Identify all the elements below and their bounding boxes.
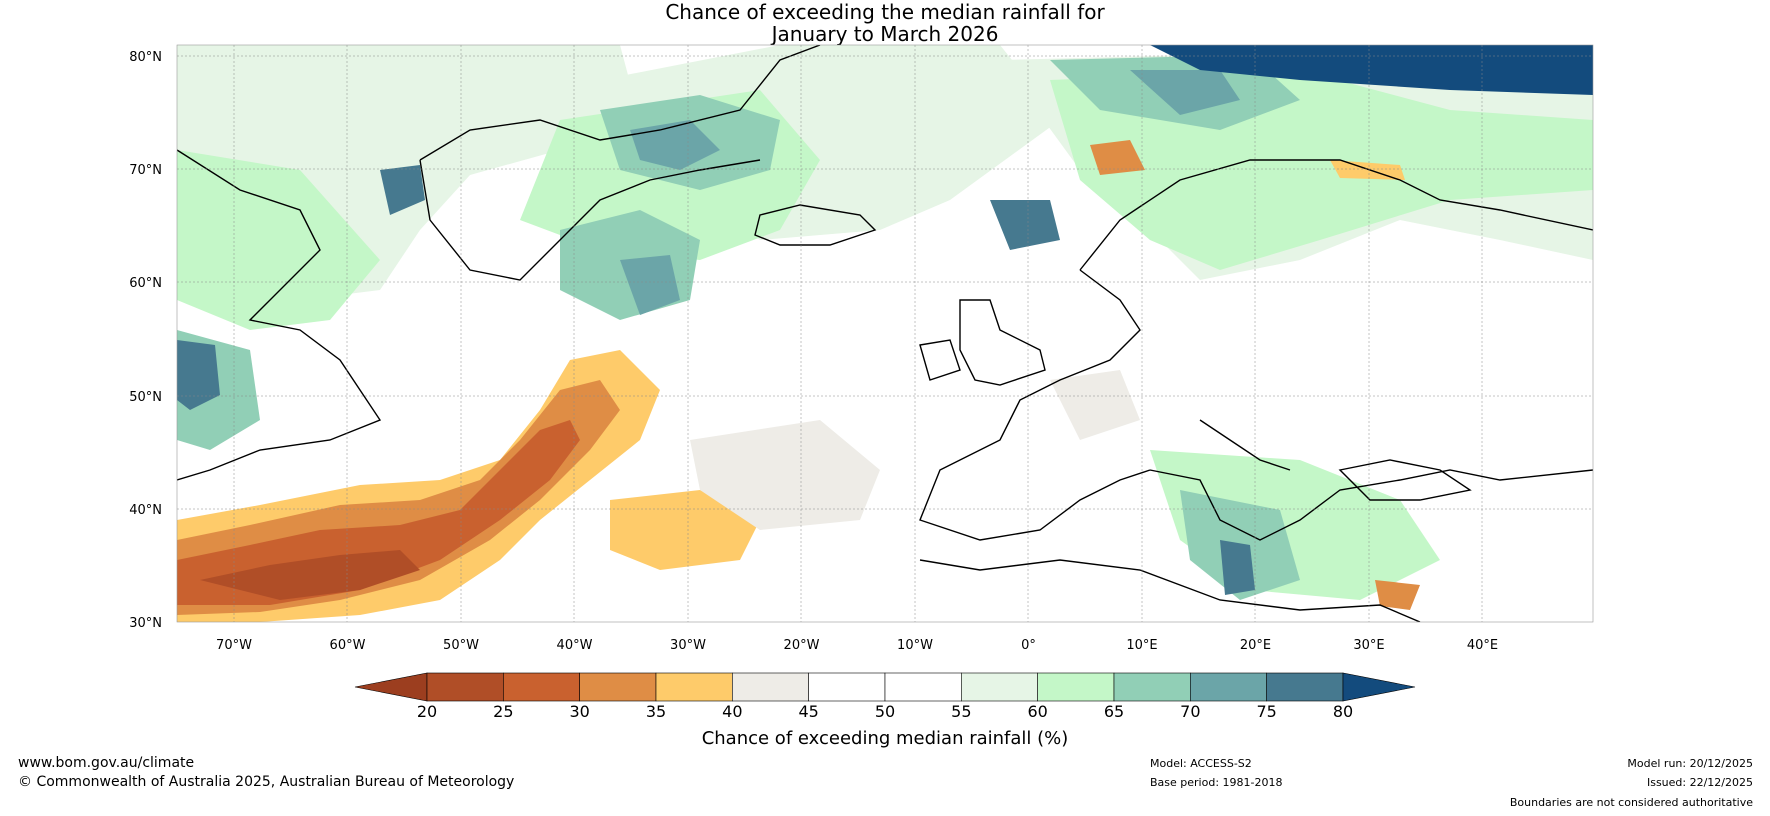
map-title-line2: January to March 2026: [771, 22, 999, 46]
lon-label: 40°W: [557, 638, 593, 653]
colorbar-tick-label: 70: [1180, 702, 1201, 721]
colorbar-tick-label: 20: [416, 702, 438, 721]
map-fill-layer: [177, 45, 1593, 622]
colorbar-tick-label: 45: [798, 702, 819, 721]
website-link[interactable]: www.bom.gov.au/climate: [18, 755, 195, 771]
colorbar: [354, 672, 1416, 702]
colorbar-bin: [884, 672, 962, 702]
colorbar-tick-label: 60: [1027, 702, 1048, 721]
colorbar-bin: [426, 672, 504, 702]
lat-label: 70°N: [129, 163, 162, 178]
colorbar-bin: [1266, 672, 1344, 702]
lon-label: 20°W: [784, 638, 820, 653]
copyright-text: © Commonwealth of Australia 2025, Austra…: [18, 774, 515, 790]
map-frame: [176, 44, 1594, 623]
lon-label: 20°E: [1240, 638, 1271, 653]
lat-label: 60°N: [129, 276, 162, 291]
colorbar-tick-label: 25: [493, 702, 514, 721]
coastlines: [177, 45, 1593, 622]
colorbar-tick-label: 75: [1256, 702, 1277, 721]
colorbar-tick-label: 80: [1332, 702, 1354, 721]
latitude-labels: 80°N 70°N 60°N 50°N 40°N 30°N: [129, 50, 162, 631]
colorbar-extend-low: [354, 672, 428, 702]
colorbar-bin: [808, 672, 886, 702]
boundaries-disclaimer: Boundaries are not considered authoritat…: [1509, 796, 1753, 809]
colorbar-bin: [1113, 672, 1191, 702]
colorbar-tick-label: 55: [951, 702, 972, 721]
model-name: Model: ACCESS-S2: [1150, 757, 1252, 770]
lat-label: 80°N: [129, 50, 162, 65]
colorbar-bin: [655, 672, 733, 702]
colorbar-tick-label: 35: [645, 702, 667, 721]
colorbar-bin: [503, 672, 580, 702]
colorbar-bin: [961, 672, 1038, 702]
colorbar-bin: [732, 672, 809, 702]
colorbar-bin: [1037, 672, 1115, 702]
colorbar-bin: [1190, 672, 1267, 702]
lon-label: 0°: [1021, 638, 1036, 653]
lon-label: 30°E: [1353, 638, 1384, 653]
lon-label: 30°W: [670, 638, 706, 653]
colorbar-bin: [579, 672, 657, 702]
lon-label: 60°W: [330, 638, 366, 653]
lat-label: 40°N: [129, 503, 162, 518]
colorbar-extend-high: [1342, 672, 1416, 702]
issued-date: Issued: 22/12/2025: [1646, 776, 1753, 789]
longitude-labels: 70°W 60°W 50°W 40°W 30°W 20°W 10°W 0° 10°E 20°E 30…: [216, 638, 1498, 653]
lon-label: 40°E: [1467, 638, 1498, 653]
model-run: Model run: 20/12/2025: [1627, 757, 1753, 770]
colorbar-tick-label: 65: [1103, 702, 1125, 721]
colorbar-title: Chance of exceeding median rainfall (%): [701, 728, 1069, 749]
lon-label: 10°E: [1126, 638, 1157, 653]
map-title-line1: Chance of exceeding the median rainfall …: [665, 0, 1105, 24]
colorbar-tick-label: 50: [874, 702, 896, 721]
lon-label: 70°W: [216, 638, 252, 653]
lon-label: 10°W: [897, 638, 933, 653]
lon-label: 50°W: [443, 638, 479, 653]
lat-label: 30°N: [129, 616, 162, 631]
base-period: Base period: 1981-2018: [1150, 776, 1283, 789]
colorbar-tick-label: 40: [722, 702, 743, 721]
colorbar-tick-label: 30: [569, 702, 590, 721]
graticule: [177, 45, 1593, 622]
lat-label: 50°N: [129, 390, 162, 405]
